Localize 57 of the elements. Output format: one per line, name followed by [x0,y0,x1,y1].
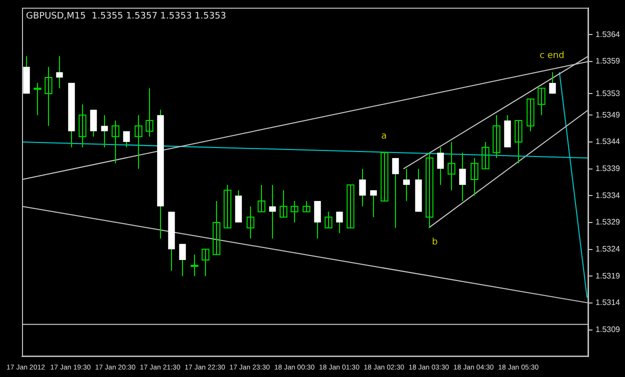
y-tick-label: 1.5339 [596,164,621,173]
candlestick [459,152,466,202]
candlestick [370,190,377,218]
annotation: a [381,132,387,142]
candlestick [526,98,534,132]
candlestick [134,114,142,170]
y-tick-label: 1.5353 [596,88,621,98]
candlestick [538,88,546,116]
candlestick [179,243,186,277]
candlestick [56,56,63,89]
y-tick-label: 1.5319 [596,271,621,280]
y-tick-label: 1.5344 [596,137,621,146]
candlestick [146,88,154,138]
candlestick [324,211,332,228]
candlestick [392,158,399,228]
y-tick-label: 1.5329 [596,218,621,227]
candlestick [202,248,210,277]
annotation: c end [540,51,564,62]
y-tick-label: 1.5314 [596,298,621,308]
y-tick-label: 1.5334 [596,190,621,200]
chart-title: GBPUSD,M15 1.5355 1.5357 1.5353 1.5353 [26,12,226,22]
candlestick [514,120,522,164]
candlestick [246,206,254,240]
y-tick-label: 1.5359 [596,56,621,66]
candlestick [482,141,490,170]
candlestick [470,158,478,196]
candlestick [448,141,456,191]
candlestick [346,184,354,228]
candlestick [112,120,120,164]
candlestick [44,66,52,126]
candlestick [359,168,366,207]
candlestick [426,152,434,228]
candlestick [224,184,232,228]
y-tick-label: 1.5309 [596,324,621,334]
y-tick-label: 1.5349 [596,110,621,120]
y-tick-label: 1.5364 [596,30,621,39]
candlestick [34,82,42,116]
candlestick [269,184,276,240]
candlestick [492,114,500,159]
candlestick [90,109,97,138]
candlestick [101,114,108,148]
candlestick [190,254,198,277]
candlestick [258,184,266,212]
candlestick [78,104,86,148]
candlestick [280,190,288,218]
candlestick [549,72,556,94]
candlestick [290,200,298,223]
candlestick [403,168,410,202]
candlestick [123,130,130,148]
candlestick [380,152,388,202]
annotation: b [432,238,438,248]
candlestick [302,200,310,212]
candlestick [212,200,220,256]
y-tick-label: 1.5324 [596,244,621,254]
candlestick [314,200,321,240]
candlestick [437,146,444,186]
candlestick [336,211,343,234]
